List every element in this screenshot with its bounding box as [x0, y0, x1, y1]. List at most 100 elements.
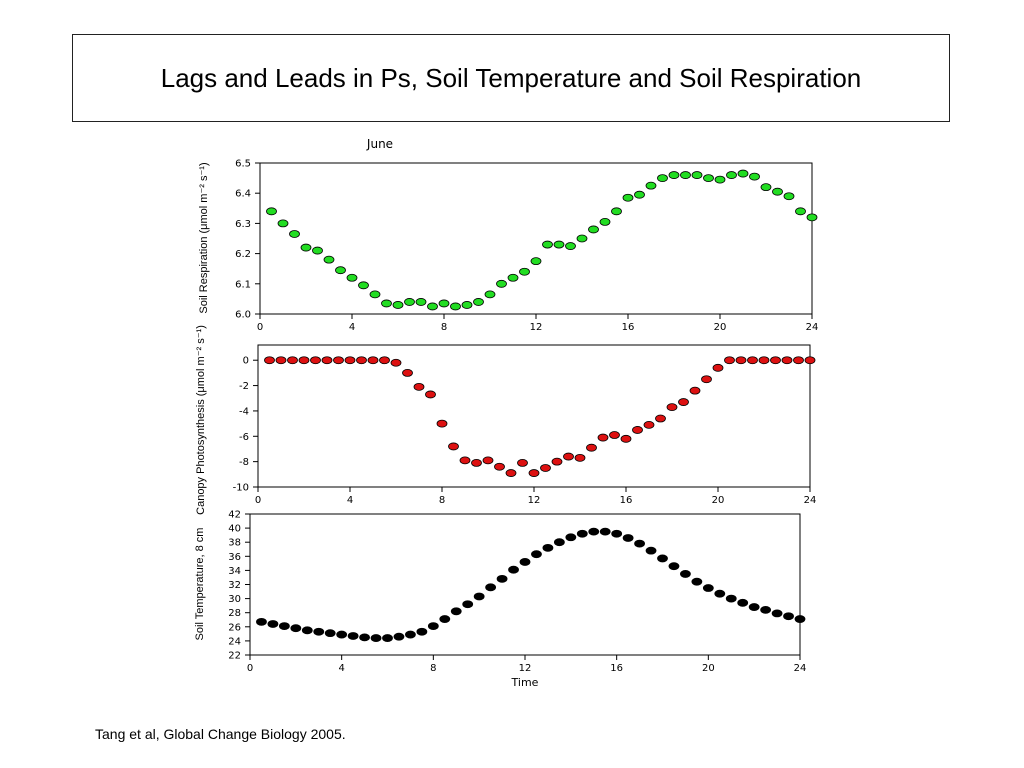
chart-1-point	[323, 255, 335, 264]
chart-2-point	[528, 469, 540, 477]
chart-1-point	[749, 172, 760, 181]
chart-3-point	[519, 558, 531, 566]
chart-2-point	[793, 356, 804, 365]
chart-3-point	[290, 624, 302, 633]
chart-1-title: June	[366, 137, 393, 151]
chart-3-point	[370, 634, 382, 642]
chart-2-point	[770, 356, 781, 365]
chart-2-point	[666, 403, 678, 412]
chart-2-xtick-label: 20	[712, 495, 725, 506]
chart-2-point	[264, 356, 275, 365]
chart-2-point	[402, 368, 413, 377]
chart-1-point	[358, 281, 369, 290]
chart-2-point	[413, 382, 425, 391]
chart-2-point	[448, 442, 459, 451]
chart-2-ylabel: Canopy Photosynthesis (μmol m⁻² s⁻¹)	[195, 325, 207, 515]
chart-2-point	[781, 356, 793, 365]
chart-1-point	[519, 267, 530, 276]
chart-3-point	[336, 630, 348, 639]
slide-title: Lags and Leads in Ps, Soil Temperature a…	[160, 62, 862, 93]
chart-3-point	[748, 603, 760, 611]
chart-2-ytick-label: -6	[239, 432, 249, 443]
chart-2-ytick-label: -2	[239, 381, 249, 392]
chart-1-ytick-label: 6.0	[235, 310, 251, 321]
chart-2-xtick-label: 24	[804, 495, 817, 506]
chart-1-point	[668, 171, 680, 179]
chart-3-point	[691, 577, 703, 586]
chart-1-point	[277, 219, 289, 228]
chart-3-point	[301, 626, 313, 635]
chart-2-point	[505, 469, 517, 477]
chart-3-xtick-label: 12	[519, 663, 532, 674]
chart-2-point	[471, 459, 482, 467]
chart-1-xtick-label: 20	[714, 322, 727, 333]
chart-1-point	[530, 257, 542, 266]
chart-3-ytick-label: 32	[228, 580, 241, 591]
chart-1-point	[335, 266, 346, 275]
chart-1-point	[760, 183, 772, 192]
chart-2-point	[574, 453, 586, 462]
chart-1-point	[473, 298, 484, 306]
chart-1-point	[312, 246, 323, 255]
chart-3-point	[783, 612, 794, 621]
chart-3-ytick-label: 42	[228, 510, 241, 521]
chart-1-frame	[259, 162, 813, 315]
chart-3-point	[485, 583, 497, 592]
chart-2-point	[586, 443, 597, 452]
chart-2-point	[735, 356, 747, 365]
chart-2-xtick-label: 8	[439, 495, 445, 506]
chart-1-point	[450, 302, 461, 311]
chart-3-point	[439, 615, 451, 623]
chart-1-xtick-label: 8	[441, 322, 447, 333]
chart-1-point	[622, 193, 634, 202]
chart-2-point	[563, 452, 574, 461]
chart-3-point	[634, 539, 645, 548]
chart-2-point	[609, 431, 620, 439]
chart-1-point	[783, 192, 795, 201]
chart-1-ytick-label: 6.4	[235, 189, 251, 200]
chart-1-xtick-label: 24	[806, 322, 819, 333]
chart-1-ytick-label: 6.5	[235, 159, 251, 170]
chart-1-point	[772, 187, 783, 196]
chart-1-point	[484, 290, 496, 299]
chart-3-point	[611, 529, 623, 538]
chart-2-point	[298, 356, 310, 365]
chart-1-point	[726, 171, 737, 179]
chart-3-point	[771, 609, 783, 618]
chart-1-point	[703, 174, 714, 183]
chart-2-point	[379, 356, 390, 365]
chart-2-point	[632, 426, 643, 434]
chart-2-point	[321, 356, 333, 365]
chart-3-point	[760, 605, 772, 614]
chart-1-point	[369, 290, 381, 299]
chart-3-point	[405, 630, 416, 639]
chart-3-ytick-label: 28	[228, 608, 241, 619]
chart-3-point	[714, 589, 726, 598]
chart-2-point	[390, 358, 402, 367]
chart-2-frame	[257, 344, 811, 488]
chart-3-ytick-label: 34	[228, 566, 241, 577]
slide-title-box: Lags and Leads in Ps, Soil Temperature a…	[72, 34, 950, 122]
chart-1-xtick-label: 16	[622, 322, 635, 333]
chart-3-point	[393, 632, 405, 641]
chart-3-ytick-label: 26	[228, 622, 241, 633]
chart-3-point	[702, 584, 714, 592]
chart-2-point	[540, 464, 551, 472]
chart-2-point	[701, 375, 712, 384]
chart-3-point	[382, 634, 393, 642]
chart-3-point	[462, 600, 474, 609]
chart-1-point	[300, 243, 312, 252]
chart-3-xtick-label: 20	[702, 663, 715, 674]
chart-1-point	[415, 298, 427, 306]
chart-2-xtick-label: 0	[255, 495, 261, 506]
chart-2-point	[494, 462, 505, 471]
chart-2-point	[310, 356, 321, 365]
chart-2-xtick-label: 12	[528, 495, 541, 506]
chart-1-point	[657, 174, 668, 183]
chart-1-point	[289, 230, 300, 238]
chart-1-xtick-label: 0	[257, 322, 263, 333]
chart-3-point	[416, 627, 428, 636]
chart-2-point	[482, 456, 494, 465]
chart-1-point	[266, 207, 277, 216]
chart-1-point	[346, 273, 358, 282]
